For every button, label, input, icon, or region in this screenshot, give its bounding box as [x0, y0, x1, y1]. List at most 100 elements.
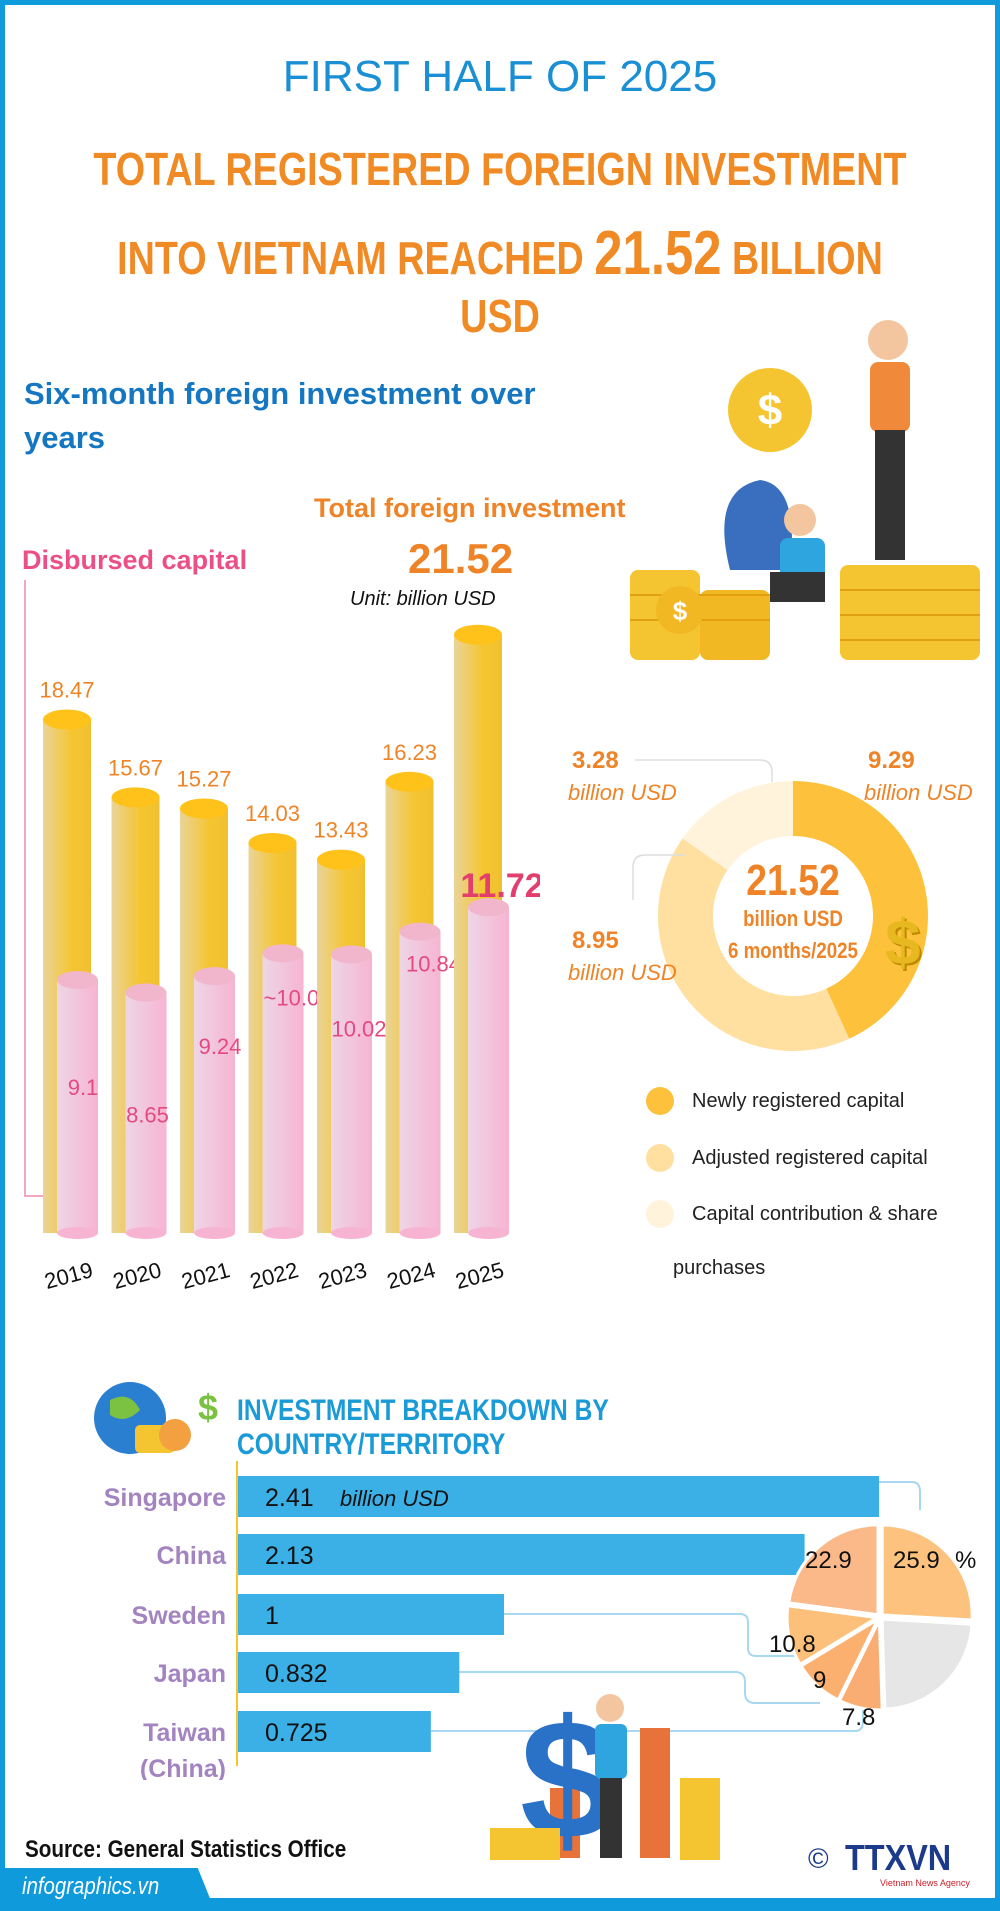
total-label-2021: 15.27 — [176, 766, 231, 791]
donut-center: 21.52 billion USD 6 months/2025 — [578, 856, 1000, 964]
disbursed-label-2025: 11.72 — [460, 867, 540, 905]
bar-value-label: 2.13 — [265, 1542, 314, 1570]
disbursed-bar-base — [468, 1227, 509, 1239]
connector-line-4 — [431, 1708, 864, 1732]
leader-line-adjusted — [632, 854, 685, 900]
total-bar-top — [111, 787, 160, 808]
pie-label: 10.8 — [769, 1631, 816, 1658]
bar-Taiwan (China) — [238, 1711, 431, 1752]
disbursed-label-2023: 10.02 — [331, 1016, 386, 1041]
donut-slice-2 — [682, 781, 793, 870]
connector-line-2 — [504, 1613, 795, 1657]
disbursed-bar-2019 — [57, 980, 98, 1233]
leader-line-contribution — [635, 759, 773, 782]
svg-text:$: $ — [758, 386, 782, 435]
pie-slice-0 — [880, 1523, 974, 1622]
country-bar-chart: 2.41 Singapore 2.13 China 1 Sweden 0.832 Japan 0… — [104, 1461, 976, 1780]
capital-donut-chart: 9.29 billion USD 3.28 billion USD 8.95 billio… — [568, 747, 973, 1051]
footer-band — [0, 1898, 1000, 1911]
disbursed-bar-base — [331, 1227, 372, 1239]
total-bar-top — [248, 832, 297, 853]
pie-slice-2 — [785, 1604, 882, 1667]
disbursed-bar-2023 — [331, 954, 372, 1233]
total-label-2023: 13.43 — [313, 818, 368, 843]
ttxvn-logo-sub: Vietnam News Agency — [880, 1878, 970, 1889]
dollar-coin-icon — [728, 368, 812, 452]
year-label-2019: 2019 — [42, 1257, 96, 1294]
bar-value-label: 1 — [265, 1602, 279, 1630]
svg-text:$: $ — [673, 596, 688, 626]
total-bar-top — [454, 624, 502, 645]
total-bar-top — [43, 709, 91, 730]
unit-label: Unit: billion USD — [350, 588, 496, 610]
year-label-2020: 2020 — [110, 1257, 164, 1294]
disbursed-bar-base — [262, 1227, 304, 1239]
source-note: Source: General Statistics Office — [25, 1836, 347, 1863]
disbursed-bar-base — [125, 1227, 167, 1239]
legend-label: Capital contribution & share — [692, 1202, 938, 1225]
pie-percent-sign: % — [955, 1547, 976, 1574]
svg-text:$: $ — [198, 1387, 218, 1428]
yearly-investment-chart: 18.47 9.1 2019 15.67 8.65 2020 15.27 9.24 2021 14… — [24, 580, 540, 1294]
pie-label: 25.9 — [893, 1547, 940, 1574]
pie-slice-4 — [837, 1619, 884, 1712]
legend-label-cont: purchases — [673, 1257, 766, 1279]
legend-swatch — [646, 1144, 674, 1172]
legend-newly: Newly registered capital — [646, 1087, 904, 1115]
title-value: 21.52 — [594, 219, 722, 288]
disbursed-bar-top — [468, 898, 509, 917]
section-title: Six-month foreign investment over years — [24, 376, 536, 455]
ttxvn-logo: TTXVN — [845, 1837, 952, 1878]
money-bag-icon — [724, 480, 792, 570]
disbursed-bar-top — [125, 983, 167, 1002]
bar-value-label: 0.725 — [265, 1719, 328, 1747]
total-2025-highlight: 21.52 — [408, 535, 514, 582]
donut-unit-label: billion USD — [568, 780, 677, 805]
total-bar-top — [385, 771, 434, 792]
country-label: (China) — [140, 1755, 226, 1780]
disbursed-bar-2022 — [262, 953, 304, 1233]
disbursed-bar-base — [399, 1227, 441, 1239]
total-bar-top — [180, 798, 228, 819]
donut-unit-label: billion USD — [864, 780, 973, 805]
disbursed-bar-top — [331, 945, 372, 964]
legend-label: Newly registered capital — [692, 1089, 905, 1112]
kicker: FIRST HALF OF 2025 — [282, 52, 718, 101]
legend-swatch — [646, 1087, 674, 1115]
bar-Sweden — [238, 1594, 504, 1635]
disbursed-label-2019: 9.1 — [68, 1075, 99, 1100]
country-section-title: INVESTMENT BREAKDOWN BY COUNTRY/TERRITOR… — [237, 1394, 609, 1461]
legend-total: Total foreign investment — [314, 493, 626, 523]
title-pre: INTO VIETNAM REACHED — [117, 232, 584, 284]
legend-contribution: Capital contribution & share — [646, 1200, 938, 1228]
disbursed-label-2020: 8.65 — [126, 1103, 169, 1128]
country-label: Taiwan — [143, 1719, 226, 1747]
year-label-2025: 2025 — [453, 1257, 507, 1294]
disbursed-bar-2021 — [194, 976, 235, 1233]
title-line1: TOTAL REGISTERED FOREIGN INVESTMENT — [93, 143, 907, 195]
total-label-2019: 18.47 — [39, 678, 94, 703]
bar-China — [238, 1534, 805, 1575]
donut-slice-1 — [658, 838, 850, 1051]
legend-label: Adjusted registered capital — [692, 1146, 928, 1169]
year-label-2022: 2022 — [247, 1257, 301, 1294]
total-label-2024: 16.23 — [382, 740, 437, 765]
disbursed-bar-2024 — [399, 931, 441, 1233]
legend-disbursed: Disbursed capital — [22, 545, 248, 575]
total-label-2020: 15.67 — [108, 755, 163, 780]
pie-slice-5 — [880, 1617, 974, 1711]
legend-adjusted: Adjusted registered capital — [646, 1144, 928, 1172]
country-label: Sweden — [132, 1602, 226, 1630]
donut-value-label: 8.95 — [572, 927, 619, 954]
donut-slice-0 — [793, 781, 928, 1039]
bar-Singapore — [238, 1476, 880, 1517]
donut-center-value: 21.52 — [746, 856, 840, 905]
disbursed-label-2024: 10.84 — [406, 952, 461, 977]
pie-label: 7.8 — [842, 1704, 875, 1731]
disbursed-bar-top — [194, 967, 235, 986]
investment-illustration: $ $ — [630, 320, 980, 660]
site-link[interactable]: infographics.vn — [22, 1873, 160, 1900]
total-label-2022: 14.03 — [245, 801, 300, 826]
disbursed-label-2021: 9.24 — [199, 1034, 242, 1059]
legend-swatch — [646, 1200, 674, 1228]
